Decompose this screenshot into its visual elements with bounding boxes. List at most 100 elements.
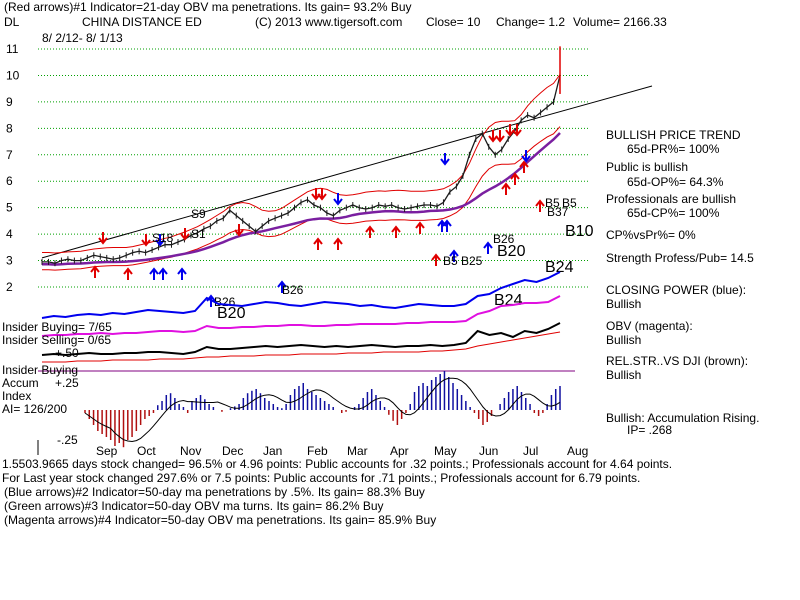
arrow-down-icon: [155, 239, 165, 247]
pro-status: Professionals are bullish: [606, 192, 737, 206]
indicator-lines: [41, 271, 561, 363]
arrow-up-icon: [442, 219, 452, 227]
signal-label: B10: [565, 223, 594, 240]
x-tick-label: Dec: [222, 444, 243, 458]
y-tick-label: 8: [6, 121, 13, 135]
cp-pct: 65d-CP%= 100%: [627, 206, 720, 220]
arrow-down-icon: [512, 129, 522, 137]
signal-label: B37: [547, 205, 569, 219]
obv-label: OBV (magenta):: [606, 319, 693, 333]
closing-power-status: Bullish: [606, 297, 642, 311]
arrow-up-icon: [431, 253, 441, 261]
trendlines: [41, 85, 653, 259]
accum-ma-line: [84, 377, 561, 443]
signal-label: B20: [217, 305, 246, 322]
arrow-up-icon: [123, 267, 133, 275]
x-tick-label: Sep: [96, 444, 118, 458]
arrow-up-icon: [483, 241, 493, 249]
arrow-down-icon: [521, 155, 531, 163]
footer-line-2: For Last year stock changed 297.6% or 7.…: [2, 471, 641, 485]
signal-label: B26: [493, 232, 515, 246]
arrow-up-icon: [501, 182, 511, 190]
y-tick-label: 9: [6, 95, 13, 109]
obv-line: [41, 295, 561, 337]
insider-selling: Insider Selling= 0/65: [2, 333, 112, 347]
obv-status: Bullish: [606, 333, 642, 347]
y-tick-label: 11: [6, 42, 19, 56]
relstr-status: Bullish: [606, 368, 642, 382]
arrow-up-icon: [158, 267, 168, 275]
arrow-down-icon: [98, 237, 108, 245]
moving-average-bands: [42, 74, 561, 271]
volume-value: Volume= 2166.33: [573, 15, 667, 29]
arrow-up-icon: [90, 265, 100, 273]
signal-label: B24: [545, 259, 574, 276]
arrow-up-icon: [415, 221, 425, 229]
relstr-label: REL.STR..VS DJI (brown):: [606, 354, 749, 368]
ma-65-line: [42, 132, 561, 266]
pr-pct: 65d-PR%= 100%: [627, 142, 720, 156]
upper-trendline: [41, 127, 501, 259]
y-tick-label: 10: [6, 68, 20, 82]
closing-power-label: CLOSING POWER (blue):: [606, 283, 747, 297]
cp-vs-pr: CP%vsPr%= 0%: [606, 228, 696, 242]
arrow-up-icon: [365, 225, 375, 233]
arrow-up-icon: [333, 237, 343, 245]
signal-label: B26: [282, 283, 304, 297]
signal-label: S18: [152, 231, 174, 245]
closing-power-line: [41, 271, 561, 319]
relstr-ma-line: [42, 331, 561, 363]
strength-ratio: Strength Profess/Pub= 14.5: [606, 251, 754, 265]
date-range: 8/ 2/12- 8/ 1/13: [42, 31, 123, 45]
indicator-1-caption: (Red arrows)#1 Indicator=21-day OBV ma p…: [4, 0, 412, 14]
y-tick-label: 2: [6, 280, 13, 294]
footer-line-1: 1.5503.9665 days stock changed= 96.5% or…: [2, 457, 673, 471]
signal-label: B25: [461, 254, 483, 268]
arrow-up-icon: [313, 237, 323, 245]
relstr-line: [41, 322, 561, 357]
signal-label: B20: [497, 243, 526, 260]
arrow-up-icon: [535, 199, 545, 207]
signal-label: B5: [545, 196, 560, 210]
accum-label: Accum: [2, 376, 39, 390]
ai-value: AI= 126/200: [2, 402, 68, 416]
x-tick-label: Jan: [263, 444, 282, 458]
y-tick-label: 3: [6, 254, 13, 268]
accumulation-histogram: [84, 371, 561, 448]
arrow-down-icon: [495, 135, 505, 143]
arrow-down-icon: [333, 198, 343, 206]
x-tick-label: Nov: [180, 444, 201, 458]
price-gridlines: 2 3 4 5 6 7 8 9 10 11 Sep Oct Nov Dec Jan Feb Mar Apr May J…: [6, 42, 590, 458]
y-tick-label: 7: [6, 148, 13, 162]
accum-tick-25: +.25: [55, 376, 79, 390]
x-tick-label: Jul: [523, 444, 538, 458]
accum-tick-50: +.50: [55, 346, 79, 360]
insider-buying: Insider Buying= 7/65: [2, 320, 112, 334]
upper-trendline-ext: [499, 85, 653, 129]
x-tick-label: Aug: [567, 444, 588, 458]
arrow-down-icon: [488, 135, 498, 143]
arrow-up-icon: [449, 249, 459, 257]
index-label: Index: [2, 389, 32, 403]
copyright: (C) 2013 www.tigersoft.com: [255, 15, 403, 29]
footer-line-5: (Magenta arrows)#4 Indicator=50-day OBV …: [4, 513, 437, 527]
y-tick-label: 5: [6, 201, 13, 215]
accum-tick-neg25: -.25: [57, 433, 78, 447]
close-value: Close= 10: [426, 15, 481, 29]
signal-label: B5: [443, 254, 458, 268]
y-tick-label: 6: [6, 174, 13, 188]
arrow-up-icon: [177, 267, 187, 275]
x-tick-label: May: [434, 444, 457, 458]
arrow-down-icon: [505, 129, 515, 137]
insider-buying-2: Insider Buying: [2, 363, 79, 377]
arrow-down-icon: [180, 233, 190, 241]
x-tick-label: Mar: [347, 444, 368, 458]
arrow-down-icon: [141, 239, 151, 247]
x-tick-label: Jun: [479, 444, 498, 458]
x-tick-label: Apr: [390, 444, 409, 458]
arrow-up-icon: [519, 160, 529, 168]
arrow-up-icon: [277, 280, 287, 288]
arrow-down-icon: [317, 193, 327, 201]
price-line: [42, 75, 561, 264]
